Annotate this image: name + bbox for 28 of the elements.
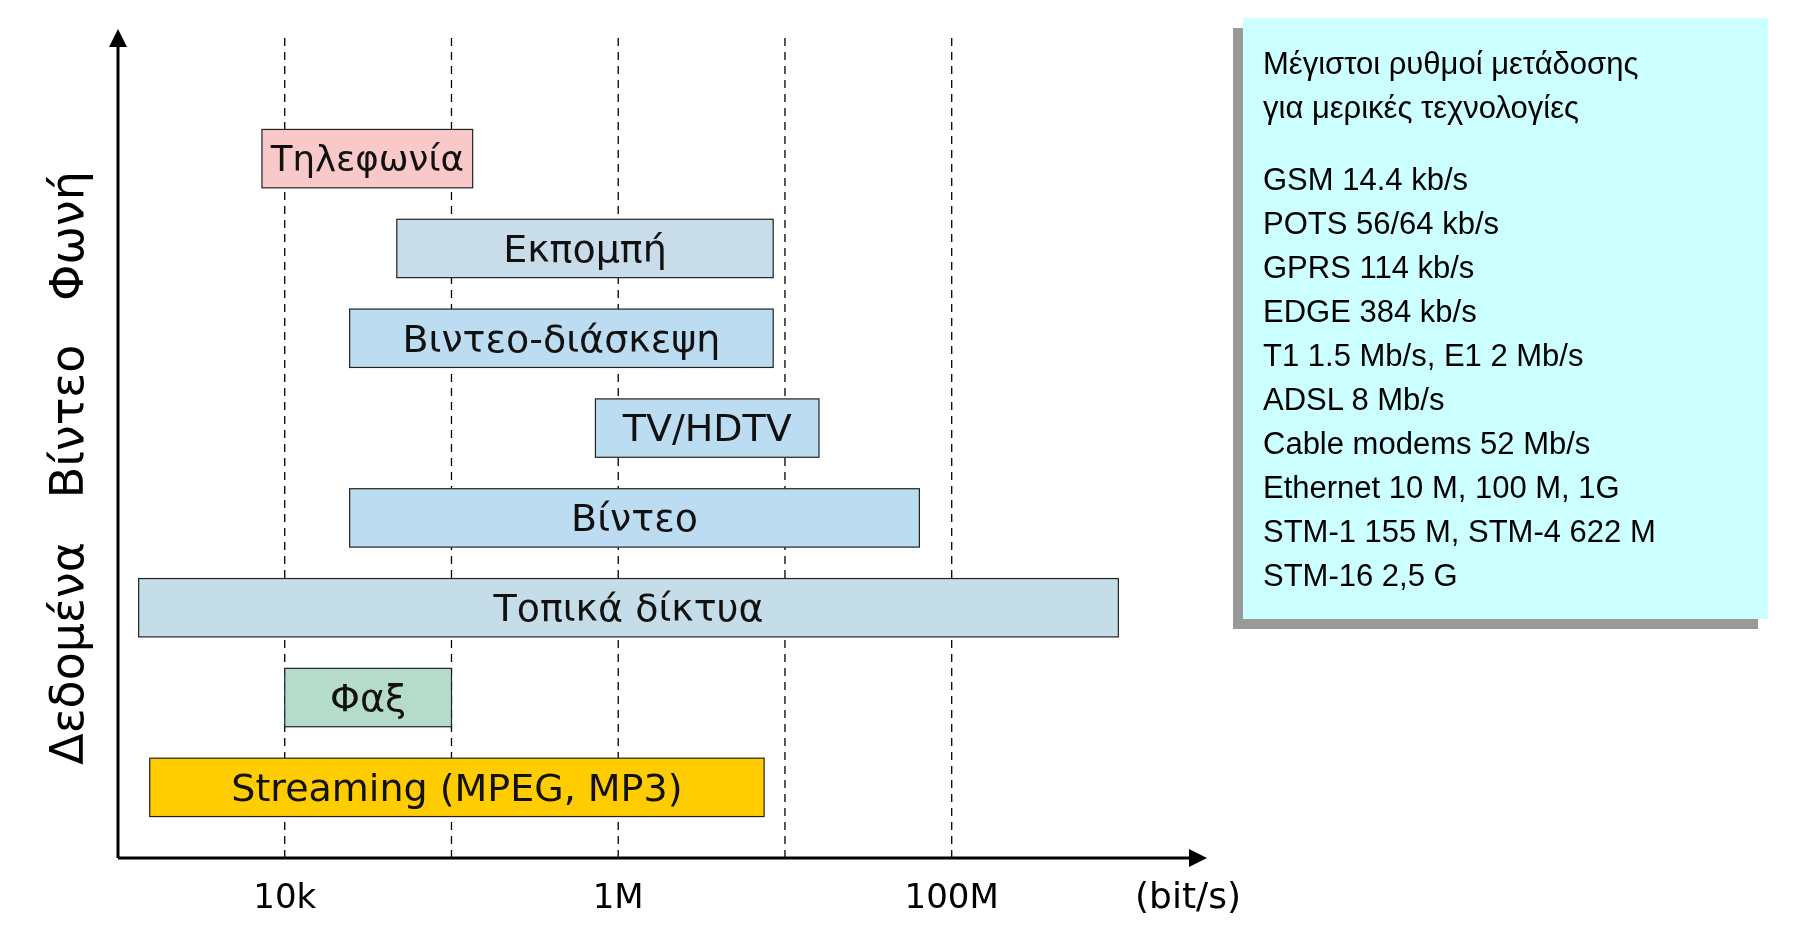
x-tick-label: 100M bbox=[904, 876, 999, 916]
text: GSM 14.4 kb/s bbox=[1263, 161, 1469, 197]
text: STM-16 2,5 G bbox=[1263, 557, 1458, 593]
text: Μέγιστοι ρυθμοί μετάδοσης για μερικές τεχνολογίες bbox=[1263, 45, 1639, 125]
text: EDGE 384 kb/s bbox=[1263, 293, 1477, 329]
y-tick-label: Τηλεφωνία bbox=[269, 138, 464, 180]
bar bbox=[396, 218, 774, 279]
y-tick-label: Τοπικά δίκτυα bbox=[492, 586, 764, 631]
y-tick-label: Βιντεο-διάσκεψη bbox=[402, 316, 721, 361]
y-tick-label: TV/HDTV bbox=[621, 406, 792, 451]
text: Cable modems 52 Mb/s bbox=[1263, 425, 1591, 461]
y-axis-title: Δεδομένα Βίντεο Φωνή bbox=[40, 171, 94, 765]
text: T1 1.5 Mb/s, E1 2 Mb/s bbox=[1263, 337, 1584, 373]
x-tick-label: 1M bbox=[592, 876, 644, 916]
y-tick-label: Φαξ bbox=[330, 675, 407, 720]
x-tick-label: 10k bbox=[253, 876, 317, 916]
bar bbox=[349, 488, 920, 548]
text: STM-1 155 M, STM-4 622 M bbox=[1263, 513, 1656, 549]
text: Ethernet 10 M, 100 M, 1G bbox=[1263, 469, 1620, 505]
y-tick-label: Streaming (MPEG, MP3) bbox=[231, 765, 683, 810]
x-axis-title: (bit/s) bbox=[1135, 875, 1241, 916]
text: POTS 56/64 kb/s bbox=[1263, 205, 1500, 241]
text: GPRS 114 kb/s bbox=[1263, 249, 1475, 285]
bar bbox=[284, 667, 453, 728]
text: ADSL 8 Mb/s bbox=[1263, 381, 1445, 417]
y-tick-label: Εκπομπή bbox=[503, 226, 667, 271]
bar bbox=[138, 577, 1119, 638]
y-tick-label: Βίντεο bbox=[571, 496, 698, 541]
